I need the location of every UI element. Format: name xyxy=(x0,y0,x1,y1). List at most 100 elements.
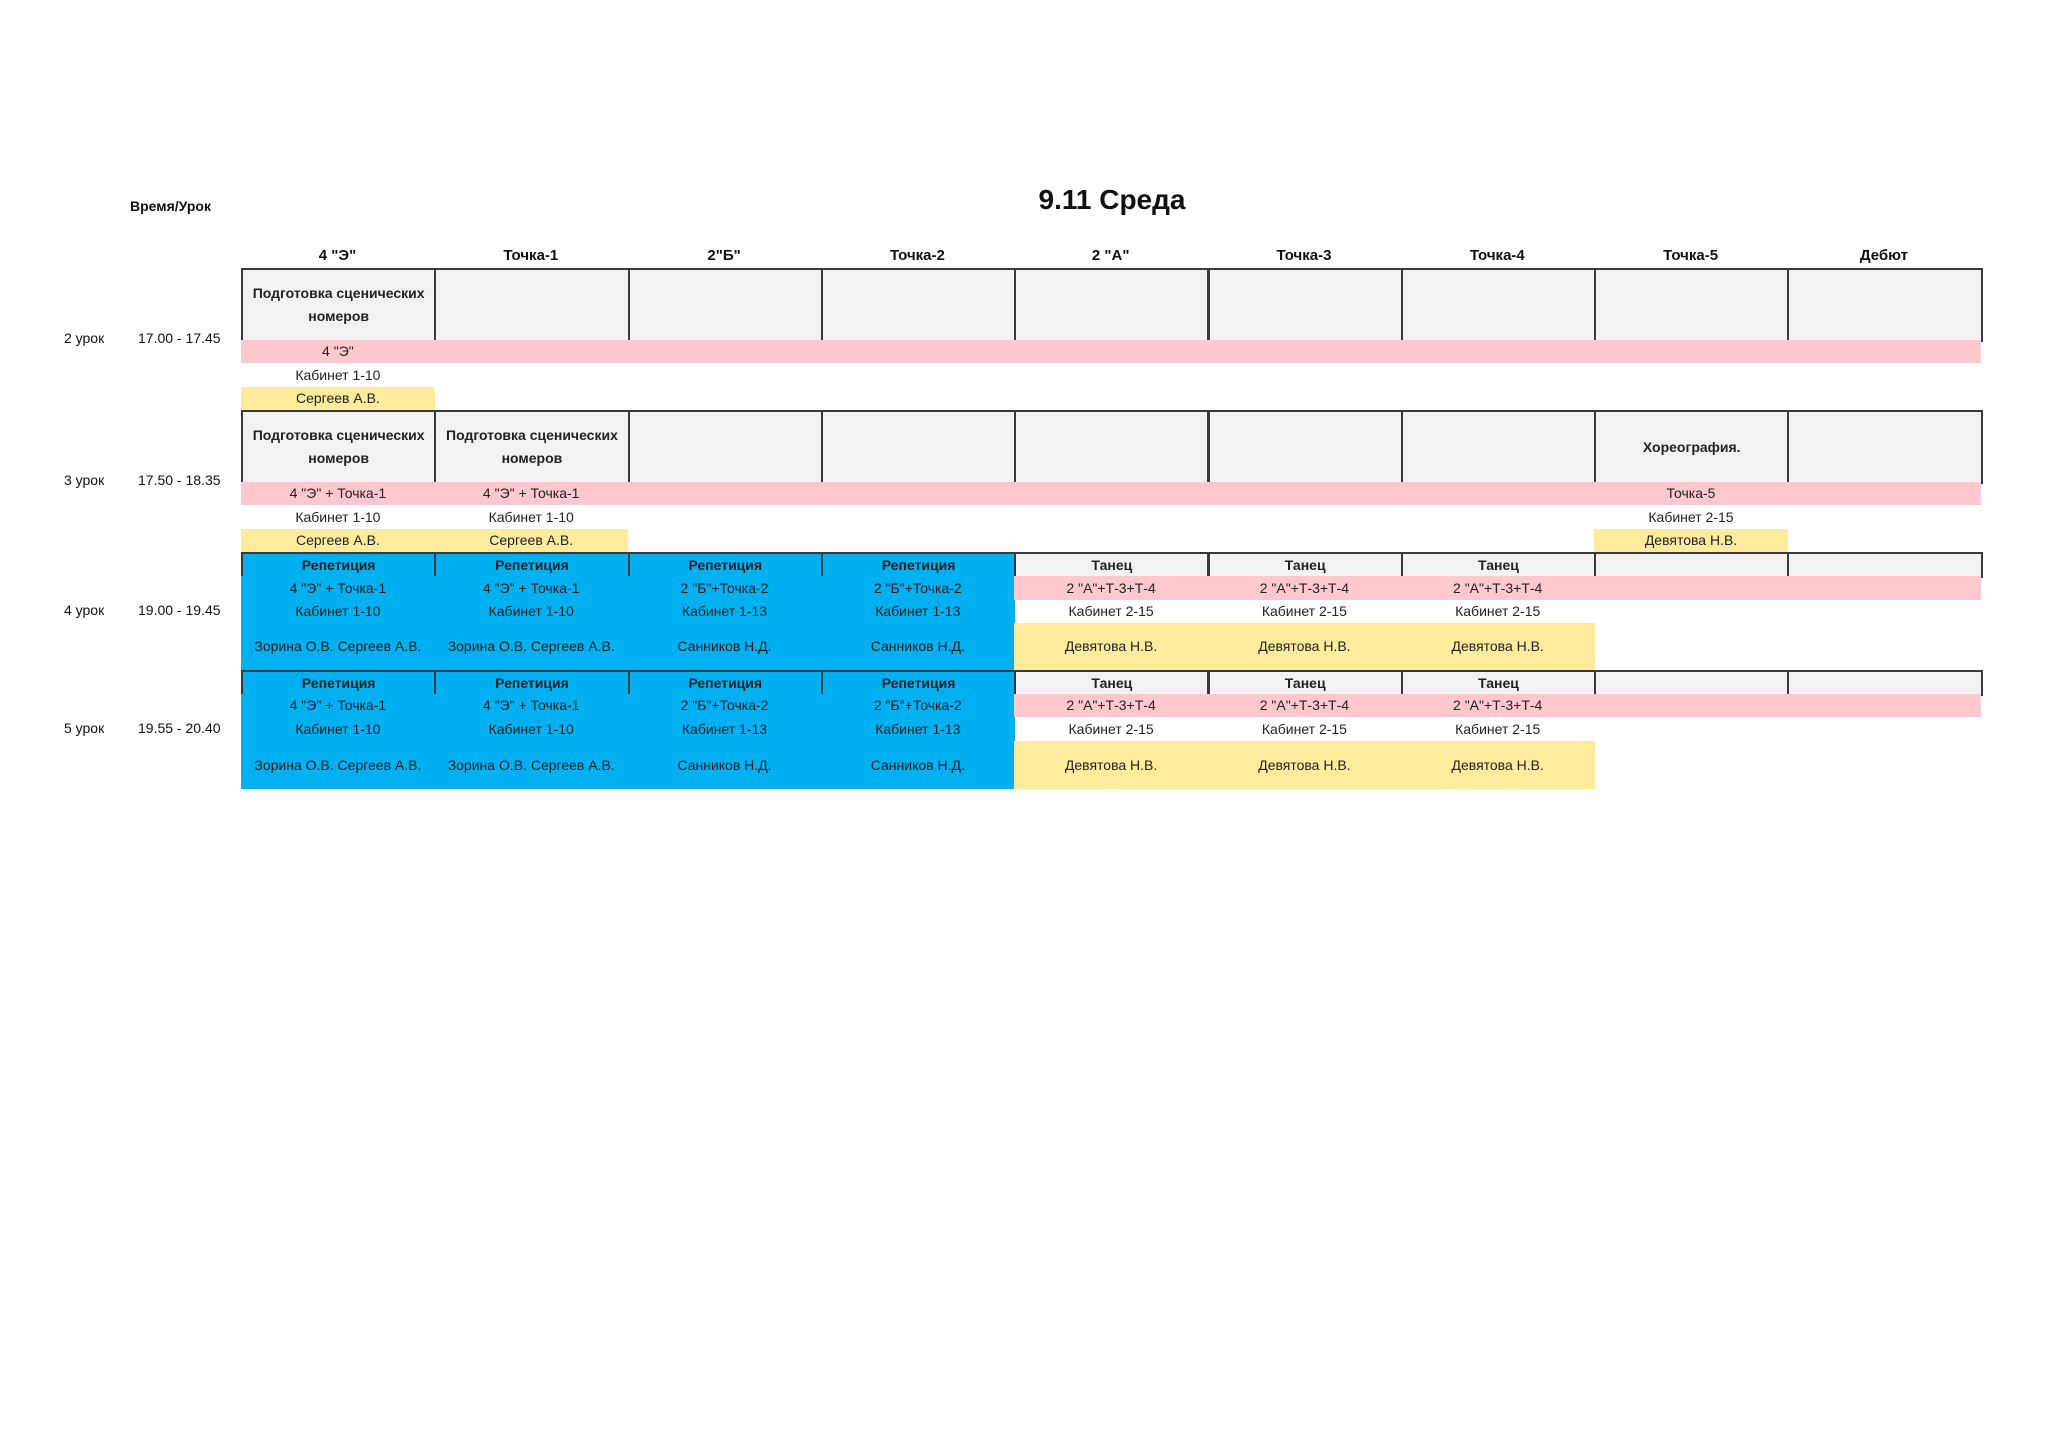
cell-room xyxy=(1787,717,1981,741)
cell-room: Кабинет 1-10 xyxy=(434,600,629,623)
cell-room: Кабинет 1-10 xyxy=(295,508,381,525)
cell-group: 2 "Б"+Точка-2 xyxy=(627,576,822,600)
cell-group xyxy=(1787,340,1982,363)
cell-group xyxy=(1014,340,1208,363)
cell-teacher: Девятова Н.В. xyxy=(1400,623,1595,670)
cell-title: Танец xyxy=(1207,552,1403,578)
cell-group: 4 "Э" + Точка-1 xyxy=(434,694,629,717)
cell-teacher xyxy=(1014,387,1208,410)
lesson-number: 5 урок xyxy=(64,720,105,736)
cell-title: Танец xyxy=(1014,670,1210,696)
cell-title xyxy=(820,410,1017,484)
cell-teacher xyxy=(1787,387,1981,410)
cell-title: Репетиция xyxy=(627,552,823,578)
cell-group: 2 "А"+Т-3+Т-4 xyxy=(1207,694,1402,717)
lesson-time: 17.00 - 17.45 xyxy=(138,330,221,346)
cell-title xyxy=(1014,268,1210,342)
cell-room xyxy=(1401,363,1595,387)
cell-title xyxy=(1207,268,1403,342)
cell-group: 4 "Э" + Точка-1 xyxy=(434,576,629,600)
cell-group xyxy=(1787,482,1982,505)
cell-teacher xyxy=(1401,529,1595,552)
column-header: 2 "А" xyxy=(1091,247,1130,264)
cell-teacher: Зорина О.В. Сергеев А.В. xyxy=(434,623,629,670)
cell-group xyxy=(1014,482,1208,505)
cell-room: Кабинет 1-10 xyxy=(434,717,629,741)
column-header: Точка-4 xyxy=(1469,247,1525,264)
cell-teacher xyxy=(1787,623,1981,670)
cell-room: Кабинет 1-10 xyxy=(241,600,435,623)
cell-room xyxy=(821,363,1015,387)
cell-title: Танец xyxy=(1400,552,1597,578)
cell-teacher: Зорина О.В. Сергеев А.В. xyxy=(241,741,435,789)
cell-group: 4 "Э" + Точка-1 xyxy=(241,576,435,600)
cell-room xyxy=(628,363,822,387)
cell-title xyxy=(1594,670,1790,696)
cell-group xyxy=(1207,482,1402,505)
cell-title xyxy=(1014,410,1210,484)
column-header: Дебют xyxy=(1859,247,1908,264)
cell-teacher xyxy=(821,387,1015,410)
cell-title xyxy=(1594,552,1790,578)
lesson-number: 4 урок xyxy=(64,602,105,618)
cell-room: Кабинет 1-10 xyxy=(488,508,574,525)
cell-teacher: Сергеев А.В. xyxy=(241,387,435,410)
cell-group: 2 "А"+Т-3+Т-4 xyxy=(1400,576,1595,600)
cell-teacher xyxy=(628,387,822,410)
cell-teacher xyxy=(1787,741,1981,789)
cell-teacher: Девятова Н.В. xyxy=(1014,741,1208,789)
cell-room: Кабинет 2-15 xyxy=(1068,603,1154,619)
cell-title xyxy=(1787,552,1983,578)
cell-room: Кабинет 2-15 xyxy=(1455,603,1541,619)
cell-room xyxy=(1014,505,1208,529)
lesson-number: 2 урок xyxy=(64,330,105,346)
cell-teacher: Девятова Н.В. xyxy=(1014,623,1208,670)
cell-title xyxy=(1400,268,1597,342)
cell-title xyxy=(1787,410,1983,484)
column-header: 4 "Э" xyxy=(318,247,357,264)
cell-room xyxy=(1594,717,1788,741)
lesson-time: 19.00 - 19.45 xyxy=(138,602,221,618)
column-header: Точка-3 xyxy=(1276,247,1332,264)
cell-group xyxy=(1594,576,1788,600)
cell-group xyxy=(1207,340,1402,363)
cell-group xyxy=(627,340,822,363)
cell-title: Репетиция xyxy=(241,552,437,578)
cell-room xyxy=(1787,505,1981,529)
cell-room: Кабинет 2-15 xyxy=(1648,508,1734,525)
cell-teacher: Зорина О.В. Сергеев А.В. xyxy=(434,741,629,789)
column-header: Точка-5 xyxy=(1663,247,1719,264)
cell-teacher xyxy=(628,529,822,552)
cell-room xyxy=(1594,600,1788,623)
cell-room xyxy=(1594,363,1788,387)
cell-title: Танец xyxy=(1207,670,1403,696)
cell-teacher: Зорина О.В. Сергеев А.В. xyxy=(241,623,435,670)
cell-group: 2 "А"+Т-3+Т-4 xyxy=(1014,694,1208,717)
cell-teacher xyxy=(1594,387,1788,410)
cell-title xyxy=(1787,670,1983,696)
cell-title: Подготовка сценических номеров xyxy=(241,268,437,342)
cell-group: 4 "Э" + Точка-1 xyxy=(434,482,629,505)
cell-teacher: Девятова Н.В. xyxy=(1207,623,1402,670)
cell-group: Точка-5 xyxy=(1594,482,1788,505)
cell-teacher: Санников Н.Д. xyxy=(820,741,1015,789)
cell-room: Кабинет 1-13 xyxy=(820,600,1015,623)
cell-group: 4 "Э" + Точка-1 xyxy=(241,694,435,717)
cell-room: Кабинет 2-15 xyxy=(1068,720,1154,737)
cell-group: 2 "А"+Т-3+Т-4 xyxy=(1207,576,1402,600)
cell-teacher: Девятова Н.В. xyxy=(1594,529,1788,552)
cell-teacher xyxy=(1787,529,1981,552)
cell-title xyxy=(820,268,1017,342)
cell-room: Кабинет 2-15 xyxy=(1261,603,1347,619)
cell-teacher xyxy=(821,529,1015,552)
cell-room xyxy=(1208,363,1402,387)
cell-room: Кабинет 1-13 xyxy=(627,717,822,741)
lesson-time: 17.50 - 18.35 xyxy=(138,472,221,488)
time-lesson-header: Время/Урок xyxy=(130,198,211,214)
cell-group xyxy=(1594,694,1788,717)
page-title: 9.11 Среда xyxy=(1038,184,1186,215)
cell-group xyxy=(1787,576,1982,600)
cell-title: Репетиция xyxy=(820,670,1017,696)
cell-title xyxy=(1207,410,1403,484)
cell-teacher xyxy=(434,387,628,410)
